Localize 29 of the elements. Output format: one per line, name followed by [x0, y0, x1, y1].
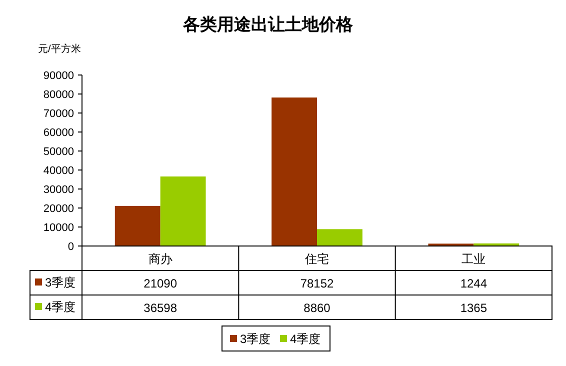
- data-label: 8860: [304, 301, 331, 315]
- data-label: 21090: [144, 276, 178, 290]
- text: 4季度: [45, 300, 76, 314]
- bar: [272, 98, 317, 246]
- x-tick-label: 商办: [148, 252, 172, 266]
- y-axis-title: 元/平方米: [38, 43, 81, 55]
- y-tick-label: 80000: [43, 89, 74, 101]
- y-tick-label: 10000: [43, 222, 74, 234]
- bar: [114, 206, 160, 246]
- y-tick-label: 70000: [43, 108, 74, 120]
- y-tick-label: 20000: [43, 203, 74, 215]
- chart-title: 各类用途出让土地价格: [182, 15, 354, 34]
- legend-label: 3季度: [45, 276, 76, 290]
- y-tick-label: 40000: [43, 165, 74, 177]
- y-tick-label: 90000: [43, 70, 74, 82]
- x-tick-label: 工业: [462, 252, 486, 266]
- legend-label: 4季度: [290, 332, 321, 346]
- bar: [317, 229, 362, 246]
- y-tick-label: 0: [68, 241, 74, 253]
- text: 3季度: [240, 332, 271, 346]
- x-tick-label: 住宅: [304, 252, 329, 266]
- y-tick-label: 60000: [43, 127, 74, 139]
- y-tick-label: 30000: [43, 184, 74, 196]
- data-label: 36598: [144, 301, 178, 315]
- data-label: 78152: [300, 276, 334, 290]
- data-label: 1365: [460, 301, 488, 315]
- data-label: 1244: [460, 276, 488, 290]
- y-tick-label: 50000: [43, 146, 74, 158]
- bar: [160, 176, 206, 246]
